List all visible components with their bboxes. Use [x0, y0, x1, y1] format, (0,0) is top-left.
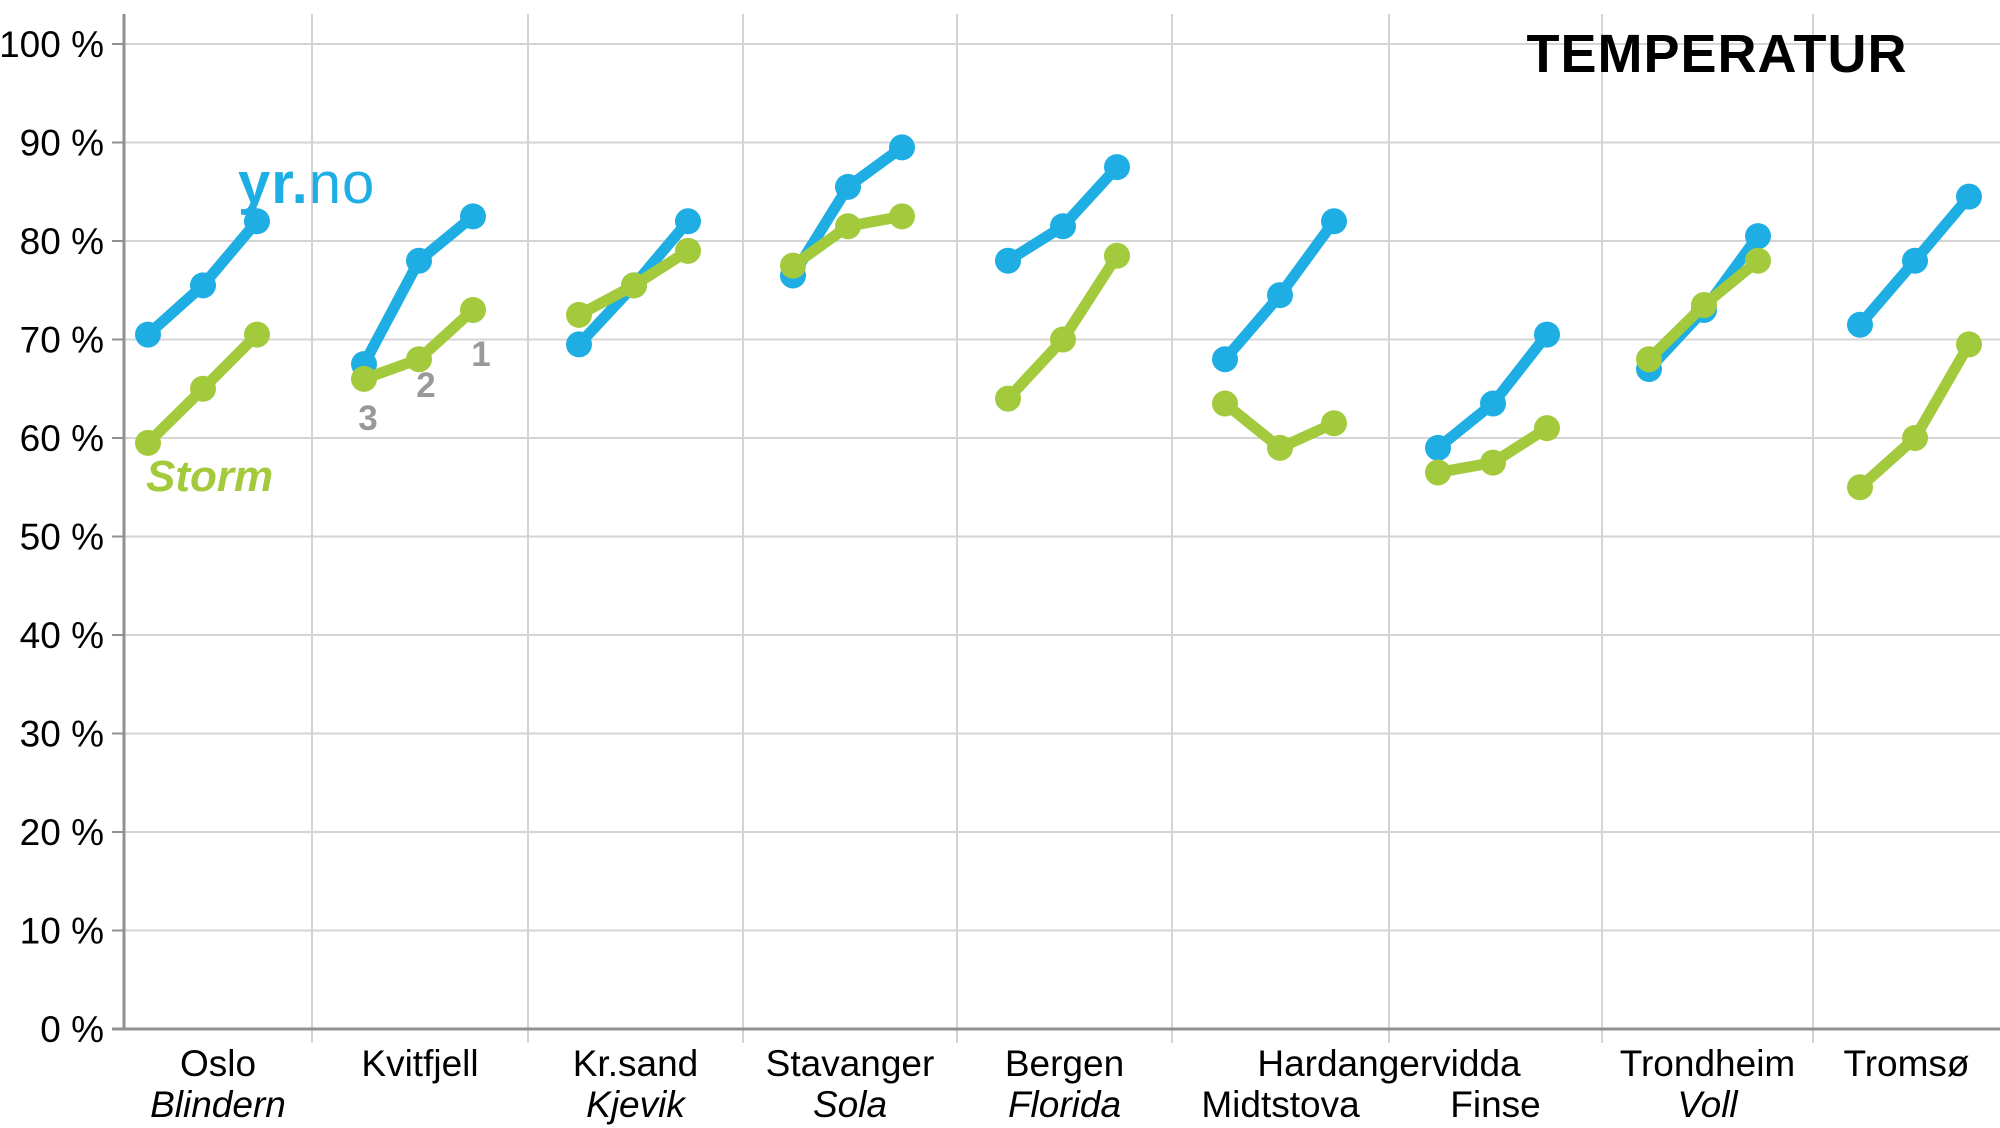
- x-label-tromso: Tromsø: [1843, 1043, 1969, 1084]
- yr-point-finse-2: [1480, 390, 1506, 417]
- storm-point-kvitfjell-1: [460, 296, 486, 323]
- yr-point-trondheim-1: [1745, 223, 1771, 250]
- storm-point-finse-3: [1425, 459, 1451, 486]
- yrno-series-label: yr.no: [238, 151, 375, 216]
- storm-point-bergen-1: [1104, 242, 1130, 269]
- y-axis-label-0: 0 %: [40, 1009, 104, 1050]
- yr-point-oslo-2: [190, 272, 216, 299]
- storm-point-stavanger-3: [780, 252, 806, 279]
- y-axis-label-30: 30 %: [20, 714, 104, 755]
- yr-point-stavanger-2: [835, 173, 861, 200]
- storm-point-kr-sand-3: [566, 301, 592, 328]
- chart-title: TEMPERATUR: [1527, 24, 1908, 84]
- yr-point-kr-sand-3: [566, 331, 592, 358]
- storm-point-tromso-1: [1956, 331, 1982, 358]
- y-axis-label-100: 100 %: [0, 24, 104, 65]
- y-axis-label-10: 10 %: [20, 911, 104, 952]
- x-label-kr-sand: Kr.sand: [573, 1043, 698, 1084]
- storm-point-midtstova-3: [1212, 390, 1238, 417]
- storm-point-oslo-3: [135, 429, 161, 456]
- yr-point-kvitfjell-2: [406, 247, 432, 274]
- y-axis-label-60: 60 %: [20, 418, 104, 459]
- storm-point-kr-sand-2: [621, 272, 647, 299]
- storm-point-stavanger-1: [889, 203, 915, 230]
- yr-point-midtstova-1: [1321, 208, 1347, 235]
- storm-point-finse-2: [1480, 449, 1506, 476]
- axes: [112, 14, 2000, 1031]
- storm-point-tromso-2: [1902, 425, 1928, 451]
- y-axis-label-20: 20 %: [20, 812, 104, 853]
- yr-point-finse-3: [1425, 434, 1451, 461]
- day-number-label-2: 2: [416, 366, 435, 405]
- y-axis-label-40: 40 %: [20, 615, 104, 656]
- x-label-oslo: Oslo: [180, 1043, 256, 1084]
- x-label-trondheim: Trondheim: [1620, 1043, 1795, 1084]
- storm-point-finse-1: [1534, 415, 1560, 442]
- yr-line-kvitfjell: [358, 210, 479, 370]
- storm-point-midtstova-1: [1321, 410, 1347, 437]
- yr-point-bergen-1: [1104, 154, 1130, 181]
- y-axis-label-80: 80 %: [20, 221, 104, 262]
- yr-point-tromso-1: [1956, 183, 1982, 210]
- storm-point-tromso-3: [1847, 474, 1873, 501]
- storm-point-trondheim-2: [1691, 292, 1717, 319]
- x-label-kvitfjell: Kvitfjell: [361, 1043, 478, 1084]
- yr-point-bergen-2: [1050, 213, 1076, 240]
- day-number-label-1: 1: [471, 335, 490, 374]
- storm-point-stavanger-2: [835, 213, 861, 240]
- yr-point-kvitfjell-1: [460, 203, 486, 230]
- series-storm: [135, 203, 1982, 501]
- x-sublabel-florida: Florida: [1008, 1084, 1121, 1125]
- y-axis-label-70: 70 %: [20, 320, 104, 361]
- x-sublabel-blindern: Blindern: [150, 1084, 286, 1125]
- y-axis-label-90: 90 %: [20, 123, 104, 164]
- yr-point-tromso-2: [1902, 247, 1928, 274]
- x-sublabel-kjevik: Kjevik: [586, 1084, 687, 1125]
- yr-point-midtstova-3: [1212, 346, 1238, 373]
- yr-point-stavanger-1: [889, 134, 915, 161]
- y-axis-label-50: 50 %: [20, 517, 104, 558]
- yr-point-oslo-1: [244, 208, 270, 235]
- storm-point-trondheim-1: [1745, 247, 1771, 274]
- yr-point-kr-sand-1: [675, 208, 701, 235]
- x-label-stavanger: Stavanger: [766, 1043, 935, 1084]
- yr-point-midtstova-2: [1267, 282, 1293, 309]
- yr-point-tromso-3: [1847, 311, 1873, 338]
- yr-point-oslo-3: [135, 321, 161, 348]
- storm-point-kr-sand-1: [675, 237, 701, 264]
- storm-point-bergen-3: [995, 385, 1021, 412]
- storm-point-midtstova-2: [1267, 434, 1293, 461]
- storm-series-label: Storm: [146, 452, 273, 501]
- y-axis-labels: 0 % 10 % 20 % 30 % 40 % 50 % 60 % 70 % 80 % 90 % 1…: [0, 24, 104, 1050]
- x-label-hardangervidda: Hardangervidda: [1257, 1043, 1521, 1084]
- storm-line-tromso: [1854, 338, 1975, 493]
- yr-point-finse-1: [1534, 321, 1560, 348]
- gridlines: [124, 14, 2000, 1043]
- storm-point-kvitfjell-2: [406, 346, 432, 373]
- x-sublabel-midtstova: Midtstova: [1201, 1084, 1360, 1125]
- x-label-bergen: Bergen: [1005, 1043, 1124, 1084]
- storm-point-kvitfjell-3: [351, 365, 377, 392]
- day-number-labels: 321: [358, 335, 490, 438]
- x-sublabel-finse: Finse: [1450, 1084, 1540, 1125]
- storm-point-oslo-1: [244, 321, 270, 348]
- x-sublabel-voll: Voll: [1677, 1084, 1739, 1125]
- yr-point-bergen-3: [995, 247, 1021, 274]
- x-sublabel-sola: Sola: [813, 1084, 887, 1125]
- storm-point-oslo-2: [190, 375, 216, 402]
- day-number-label-3: 3: [358, 399, 377, 438]
- storm-point-bergen-2: [1050, 326, 1076, 353]
- storm-point-trondheim-3: [1636, 346, 1662, 373]
